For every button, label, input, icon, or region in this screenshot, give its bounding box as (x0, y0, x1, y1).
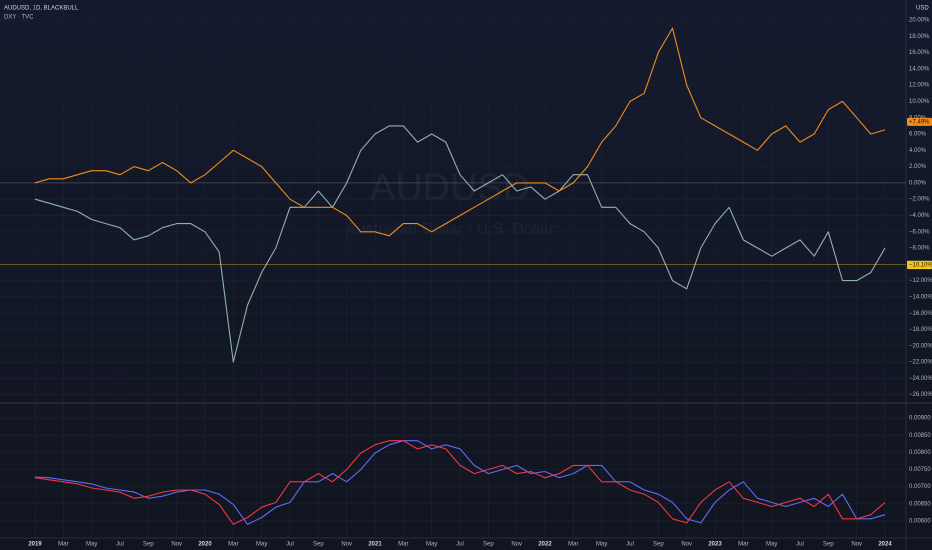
y-tick-label: −26.00% (909, 392, 932, 398)
y-tick-label: −16.00% (909, 311, 932, 317)
x-tick-label: Sep (313, 542, 324, 548)
x-tick-label: May (766, 542, 777, 548)
x-tick-label: Nov (851, 542, 862, 548)
series-line (34, 440, 886, 525)
compare-symbol: DXY · TVC (4, 15, 34, 21)
axis-unit: USD (916, 6, 929, 12)
y-tick-label: −18.00% (909, 327, 932, 333)
y-tick-label: 0.00900 (909, 416, 931, 422)
x-tick-label: Sep (823, 542, 834, 548)
price-tag-label: −10.10% (909, 263, 932, 269)
price-tag (907, 261, 932, 270)
x-tick-label: Jul (116, 542, 124, 548)
x-tick-label: Sep (653, 542, 664, 548)
y-tick-label: 2.00% (909, 164, 927, 170)
y-tick-label: −2.00% (909, 197, 930, 203)
y-tick-label: 12.00% (909, 83, 930, 89)
y-tick-label: 0.00% (909, 180, 927, 186)
x-tick-label: 2020 (198, 542, 212, 548)
y-tick-label: −6.00% (909, 229, 930, 235)
y-tick-label: 0.00750 (909, 467, 931, 473)
y-tick-label: 16.00% (909, 50, 930, 56)
y-tick-label: −4.00% (909, 213, 930, 219)
x-tick-label: Jul (456, 542, 464, 548)
x-tick-label: Nov (341, 542, 352, 548)
y-tick-label: 0.00800 (909, 450, 931, 456)
x-tick-label: May (256, 542, 267, 548)
y-tick-label: −8.00% (909, 246, 930, 252)
watermark: AUDUSD (370, 167, 530, 209)
x-tick-label: Sep (143, 542, 154, 548)
x-tick-label: 2021 (368, 542, 382, 548)
y-tick-label: −22.00% (909, 360, 932, 366)
x-tick-label: May (426, 542, 437, 548)
x-tick-label: Jul (796, 542, 804, 548)
price-tag (907, 117, 932, 126)
price-tag-label: +7.49% (909, 119, 930, 125)
x-tick-label: Mar (228, 542, 238, 548)
y-tick-label: −20.00% (909, 343, 932, 349)
x-tick-label: Mar (58, 542, 68, 548)
x-tick-label: 2023 (708, 542, 722, 548)
x-tick-label: Jul (626, 542, 634, 548)
y-tick-label: 6.00% (909, 132, 927, 138)
x-tick-label: Nov (171, 542, 182, 548)
x-tick-label: Mar (398, 542, 408, 548)
y-tick-label: 20.00% (909, 18, 930, 24)
y-tick-label: 0.00600 (909, 518, 931, 524)
series-line (34, 125, 886, 363)
x-tick-label: 2019 (28, 542, 42, 548)
y-tick-label: 14.00% (909, 66, 930, 72)
y-tick-label: −12.00% (909, 278, 932, 284)
x-tick-label: Jul (286, 542, 294, 548)
symbol-title: AUDUSD, 1D, BLACKBULL (4, 6, 79, 12)
y-tick-label: 0.00850 (909, 433, 931, 439)
x-tick-label: 2022 (538, 542, 552, 548)
y-tick-label: −14.00% (909, 294, 932, 300)
y-tick-label: 0.00650 (909, 501, 931, 507)
y-tick-label: 10.00% (909, 99, 930, 105)
x-tick-label: Sep (483, 542, 494, 548)
x-tick-label: May (596, 542, 607, 548)
y-tick-label: −24.00% (909, 376, 932, 382)
series-line (34, 440, 886, 525)
series-line (34, 27, 886, 237)
x-tick-label: 2024 (878, 542, 892, 548)
x-tick-label: Nov (681, 542, 692, 548)
y-tick-label: 18.00% (909, 34, 930, 40)
x-tick-label: Mar (568, 542, 578, 548)
x-tick-label: Mar (738, 542, 748, 548)
x-tick-label: May (86, 542, 97, 548)
y-tick-label: 4.00% (909, 148, 927, 154)
y-tick-label: 0.00700 (909, 484, 931, 490)
x-tick-label: Nov (511, 542, 522, 548)
watermark-subtitle: Australian Dollar / U.S. Dollar (346, 221, 555, 238)
